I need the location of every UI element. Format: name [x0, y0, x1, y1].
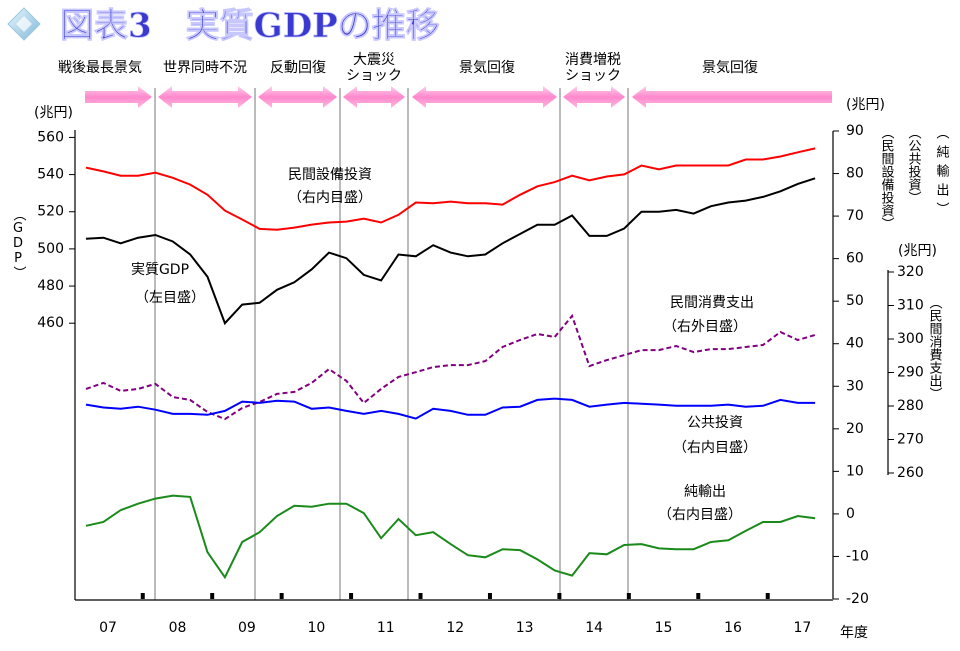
period-label: 景気回復 [702, 59, 758, 76]
y2-tick-label: 30 [846, 378, 864, 394]
series-scale-label: （右内目盛） [673, 440, 757, 456]
series-scale-label: （左目盛） [135, 290, 205, 306]
x-tick [349, 593, 354, 599]
x-tick [279, 593, 284, 599]
y2-label: （公共投資） [906, 126, 922, 204]
y-unit: (兆円) [34, 105, 73, 121]
title-icon-inner [16, 16, 32, 32]
y-tick-label: 500 [37, 241, 64, 257]
period-label: ショック [565, 68, 621, 84]
series-label: 公共投資 [687, 415, 743, 431]
x-tick [140, 593, 145, 599]
series-line [85, 313, 816, 421]
y3-tick-label: 260 [897, 465, 924, 481]
y-tick-label: 560 [37, 129, 64, 145]
series-scale-label: （右内目盛） [658, 507, 742, 523]
period-arrow [412, 86, 557, 108]
x-tick-label: 16 [724, 620, 742, 636]
x-tick-label: 07 [99, 620, 117, 636]
y2-tick-label: -10 [846, 548, 869, 564]
series-label: 民間消費支出 [670, 295, 754, 311]
y2-tick-label: -20 [846, 591, 869, 607]
period-label: ショック [346, 68, 402, 84]
period-label: 戦後最長景気 [58, 60, 142, 76]
period-arrow [343, 86, 405, 108]
y3-tick-label: 280 [897, 398, 924, 414]
period-arrow [258, 86, 337, 108]
y2-tick-label: 10 [846, 463, 864, 479]
period-label: 消費増税 [565, 52, 621, 68]
x-tick-label: 14 [585, 620, 603, 636]
x-tick [696, 593, 701, 599]
y2-label: （純輸出） [934, 126, 950, 221]
series-label: 民間設備投資 [288, 167, 372, 183]
chart-title: 図表3 実質GDPの推移 [60, 6, 440, 46]
y-label: （GDP） [11, 208, 27, 279]
period-label: 世界同時不況 [163, 60, 247, 76]
series-line [85, 147, 816, 231]
x-tick-label: 11 [377, 620, 395, 636]
x-tick-label: 15 [655, 620, 673, 636]
y3-tick-label: 270 [897, 432, 924, 448]
x-tick-label: 08 [169, 620, 187, 636]
y2-tick-label: 40 [846, 336, 864, 352]
y3-tick-label: 290 [897, 365, 924, 381]
series-line [85, 177, 816, 326]
y2-unit: (兆円) [846, 97, 885, 113]
y3-unit: (兆円) [898, 243, 937, 259]
series-line [85, 494, 816, 580]
y2-tick-label: 70 [846, 208, 864, 224]
x-tick [487, 593, 492, 599]
x-axis-label: 年度 [840, 625, 868, 641]
x-tick [765, 593, 770, 599]
x-tick-label: 13 [516, 620, 534, 636]
x-tick [626, 593, 631, 599]
series-line [85, 397, 816, 420]
y-tick-label: 460 [37, 315, 64, 331]
y2-tick-label: 80 [846, 166, 864, 182]
x-tick [557, 593, 562, 599]
y3-tick-label: 320 [897, 264, 924, 280]
y3-tick-label: 310 [897, 298, 924, 314]
y-tick-label: 520 [37, 204, 64, 220]
x-tick [418, 593, 423, 599]
y3-tick-label: 300 [897, 331, 924, 347]
x-tick-label: 10 [307, 620, 325, 636]
period-label: 大震災 [353, 52, 395, 68]
y3-label: （民間消費支出） [927, 296, 943, 400]
y2-tick-label: 90 [846, 123, 864, 139]
period-arrow [85, 86, 152, 108]
series-scale-label: （右内目盛） [288, 190, 372, 206]
series-scale-label: （右外目盛） [663, 319, 747, 335]
x-tick [210, 593, 215, 599]
y2-tick-label: 50 [846, 293, 864, 309]
y2-tick-label: 20 [846, 421, 864, 437]
x-tick-label: 09 [238, 620, 256, 636]
period-label: 景気回復 [459, 59, 515, 76]
x-tick-label: 17 [794, 620, 812, 636]
period-arrow [632, 86, 832, 108]
y2-tick-label: 60 [846, 251, 864, 267]
y-tick-label: 480 [37, 278, 64, 294]
period-label: 反動回復 [270, 59, 326, 76]
period-arrow [158, 86, 252, 108]
y2-tick-label: 0 [846, 506, 855, 522]
series-label: 純輸出 [684, 484, 726, 500]
y-tick-label: 540 [37, 167, 64, 183]
series-label: 実質GDP [131, 262, 189, 278]
period-arrow [563, 86, 625, 108]
x-tick-label: 12 [446, 620, 464, 636]
y2-label: （民間設備投資） [879, 126, 895, 230]
